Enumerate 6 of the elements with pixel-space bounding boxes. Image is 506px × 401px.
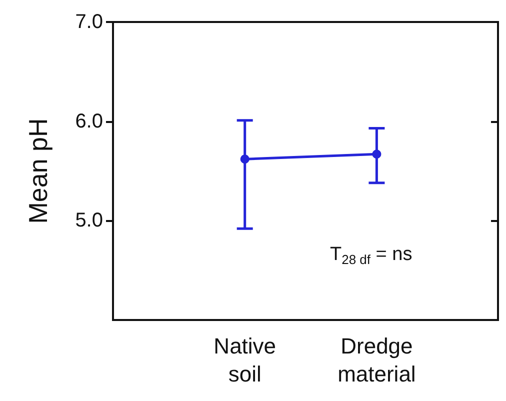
y-tick-label: 7.0 [75,11,103,33]
y-tick-label: 6.0 [75,110,103,132]
y-axis-title: Mean pH [23,118,53,224]
y-tick-label: 5.0 [75,210,103,232]
x-tick-label: Dredge material [338,334,416,386]
x-tick-label: Native soil [214,334,276,386]
